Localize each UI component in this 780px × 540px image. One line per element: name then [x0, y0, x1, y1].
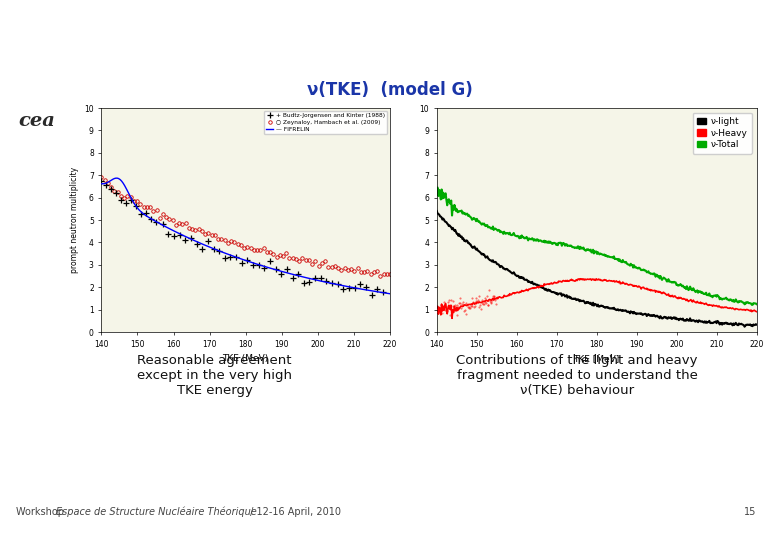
○ Zeynaloy, Hambach et al. (2009): [343, 267, 353, 274]
Line: ν-light: ν-light: [437, 211, 757, 327]
ν-light: [432, 208, 441, 214]
X-axis label: TKE [MeV]: TKE [MeV]: [573, 354, 620, 363]
ν-light: [740, 323, 750, 330]
Legend: + Budtz-Jorgensen and Kinter (1988), ○ Zeynaloy, Hambach et al. (2009), — FIFREL: + Budtz-Jorgensen and Kinter (1988), ○ Z…: [264, 111, 387, 134]
Line: ν-Heavy: ν-Heavy: [437, 279, 757, 319]
ν-Heavy: [635, 284, 644, 290]
○ Zeynaloy, Hambach et al. (2009): [337, 267, 346, 273]
— FIFRELIN: [307, 276, 317, 282]
+ Budtz-Jorgensen and Kinter (1988): [367, 292, 376, 298]
ν-Heavy: [471, 300, 480, 307]
ν-light: [665, 314, 674, 321]
— FIFRELIN: [279, 269, 289, 275]
ν-Heavy: [576, 275, 585, 282]
ν-Heavy: [665, 293, 674, 299]
— FIFRELIN: [112, 175, 121, 181]
ν-Total: [537, 238, 547, 245]
ν-Heavy: [537, 283, 547, 289]
Line: — FIFRELIN: — FIFRELIN: [101, 178, 390, 294]
— FIFRELIN: [132, 204, 141, 211]
— FIFRELIN: [385, 291, 395, 297]
○ Zeynaloy, Hambach et al. (2009): [184, 224, 193, 231]
— FIFRELIN: [306, 275, 315, 282]
+ Budtz-Jorgensen and Kinter (1988): [97, 178, 106, 185]
Line: + Budtz-Jorgensen and Kinter (1988): + Budtz-Jorgensen and Kinter (1988): [98, 178, 385, 298]
+ Budtz-Jorgensen and Kinter (1988): [116, 197, 126, 203]
○ Zeynaloy, Hambach et al. (2009): [385, 271, 395, 277]
+ Budtz-Jorgensen and Kinter (1988): [225, 254, 235, 260]
ν-light: [470, 245, 480, 252]
+ Budtz-Jorgensen and Kinter (1988): [277, 271, 286, 278]
Text: Contributions of the light and heavy
fragment needed to understand the
ν(TKE) be: Contributions of the light and heavy fra…: [456, 354, 698, 397]
ν-Total: [665, 278, 675, 285]
○ Zeynaloy, Hambach et al. (2009): [136, 201, 145, 207]
ν-Total: [752, 301, 761, 307]
○ Zeynaloy, Hambach et al. (2009): [97, 173, 106, 180]
Y-axis label: prompt neutron multiplicity: prompt neutron multiplicity: [69, 167, 79, 273]
Text: Reasonable agreement
except in the very high
TKE energy: Reasonable agreement except in the very …: [137, 354, 292, 397]
ν-light: [752, 321, 761, 328]
Legend: ν-light, ν-Heavy, ν-Total: ν-light, ν-Heavy, ν-Total: [693, 112, 752, 154]
Text: Workshop: Workshop: [16, 507, 67, 517]
ν-light: [537, 284, 546, 291]
ν-Total: [664, 276, 673, 282]
ν-Heavy: [432, 307, 441, 313]
+ Budtz-Jorgensen and Kinter (1988): [192, 241, 201, 248]
Line: ν-Total: ν-Total: [437, 187, 757, 305]
ν-light: [663, 315, 672, 322]
— FIFRELIN: [97, 180, 106, 187]
Text: cea: cea: [19, 112, 55, 130]
ν-Total: [432, 186, 441, 192]
ν-Total: [748, 301, 757, 308]
Line: ○ Zeynaloy, Hambach et al. (2009): ○ Zeynaloy, Hambach et al. (2009): [100, 175, 392, 278]
+ Budtz-Jorgensen and Kinter (1988): [356, 281, 365, 287]
ν-Total: [634, 265, 644, 271]
○ Zeynaloy, Hambach et al. (2009): [376, 273, 385, 279]
ν-Total: [433, 184, 442, 191]
ν-light: [558, 291, 568, 298]
Text: / 12-16 April, 2010: / 12-16 April, 2010: [247, 507, 342, 517]
— FIFRELIN: [191, 238, 200, 245]
— FIFRELIN: [211, 247, 221, 253]
ν-Total: [471, 218, 480, 225]
ν-Total: [559, 241, 569, 247]
ν-light: [633, 310, 643, 317]
ν-Heavy: [559, 278, 569, 284]
○ Zeynaloy, Hambach et al. (2009): [298, 255, 307, 262]
+ Budtz-Jorgensen and Kinter (1988): [378, 289, 388, 295]
Text: 15: 15: [744, 507, 757, 517]
Text: Espace de Structure Nucléaire Théorique: Espace de Structure Nucléaire Théorique: [56, 507, 257, 517]
○ Zeynaloy, Hambach et al. (2009): [372, 268, 381, 274]
Text: ν(TKE)  (model G): ν(TKE) (model G): [307, 82, 473, 99]
ν-Heavy: [448, 315, 457, 322]
ν-Heavy: [752, 308, 761, 315]
Text: Preliminary results: Preliminary results: [521, 24, 760, 44]
X-axis label: TKE (MeV): TKE (MeV): [222, 354, 269, 363]
ν-Heavy: [666, 293, 675, 300]
+ Budtz-Jorgensen and Kinter (1988): [265, 258, 275, 265]
